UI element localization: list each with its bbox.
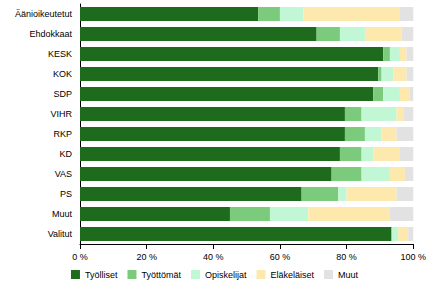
- svg-text:20 %: 20 %: [136, 252, 157, 262]
- svg-text:0 %: 0 %: [72, 252, 88, 262]
- svg-text:Valitut: Valitut: [48, 229, 73, 239]
- svg-text:100 %: 100 %: [400, 252, 426, 262]
- svg-text:Ehdokkaat: Ehdokkaat: [29, 29, 72, 39]
- svg-text:SDP: SDP: [53, 89, 72, 99]
- svg-text:VAS: VAS: [55, 169, 72, 179]
- svg-text:Eläkeläiset: Eläkeläiset: [271, 270, 315, 280]
- svg-text:80 %: 80 %: [336, 252, 357, 262]
- svg-text:KD: KD: [59, 149, 72, 159]
- svg-text:60 %: 60 %: [270, 252, 291, 262]
- svg-text:Työttömät: Työttömät: [141, 270, 181, 280]
- svg-text:KESK: KESK: [48, 49, 72, 59]
- svg-text:Äänioikeutetut: Äänioikeutetut: [15, 9, 73, 19]
- svg-text:PS: PS: [60, 189, 72, 199]
- svg-text:RKP: RKP: [53, 129, 72, 139]
- svg-text:Muut: Muut: [52, 209, 73, 219]
- svg-text:KOK: KOK: [53, 69, 72, 79]
- svg-text:40 %: 40 %: [203, 252, 224, 262]
- svg-text:VIHR: VIHR: [50, 109, 72, 119]
- svg-text:Muut: Muut: [338, 270, 359, 280]
- svg-text:Opiskelijat: Opiskelijat: [205, 270, 247, 280]
- svg-text:Työlliset: Työlliset: [85, 270, 118, 280]
